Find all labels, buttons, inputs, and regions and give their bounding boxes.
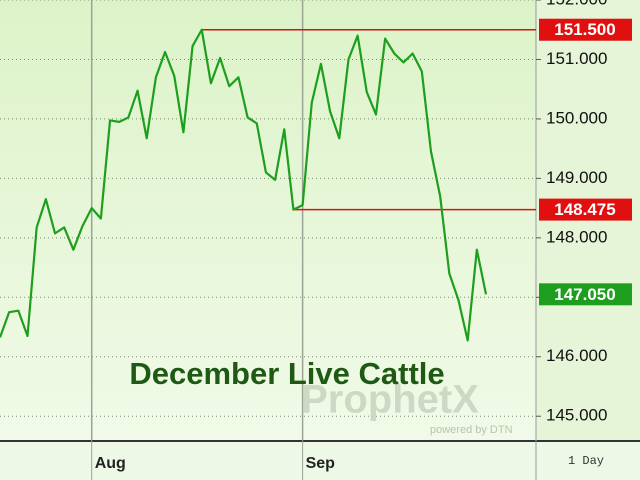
interval-label: 1 Day [568, 454, 604, 468]
price-label: 151.500 [554, 20, 615, 39]
y-tick-label: 145.000 [546, 406, 607, 425]
watermark-sub: powered by DTN [430, 424, 513, 436]
price-label-box [539, 18, 632, 41]
last-price-label: 147.050 [554, 285, 615, 304]
watermark: ProphetX [301, 378, 479, 422]
price-line [0, 28, 488, 342]
price-label: 148.475 [554, 200, 615, 219]
chart-title: December Live Cattle [129, 356, 444, 391]
y-tick-label: 152.000 [546, 0, 607, 8]
marks [0, 28, 536, 342]
x-tick-label: Aug [95, 455, 126, 472]
axis: 145.000146.000147.000148.000149.000150.0… [91, 0, 632, 480]
y-tick-label: 151.000 [546, 49, 607, 68]
grid [0, 0, 536, 440]
y-tick-label: 149.000 [546, 168, 607, 187]
price-label-box [539, 198, 632, 221]
x-axis-background [0, 440, 640, 480]
last-price-box [539, 283, 632, 306]
y-tick-label: 146.000 [546, 346, 607, 365]
x-tick-label: Sep [306, 455, 336, 472]
plot-background [0, 0, 536, 440]
y-tick-label: 148.000 [546, 227, 607, 246]
y-tick-label: 150.000 [546, 108, 607, 127]
